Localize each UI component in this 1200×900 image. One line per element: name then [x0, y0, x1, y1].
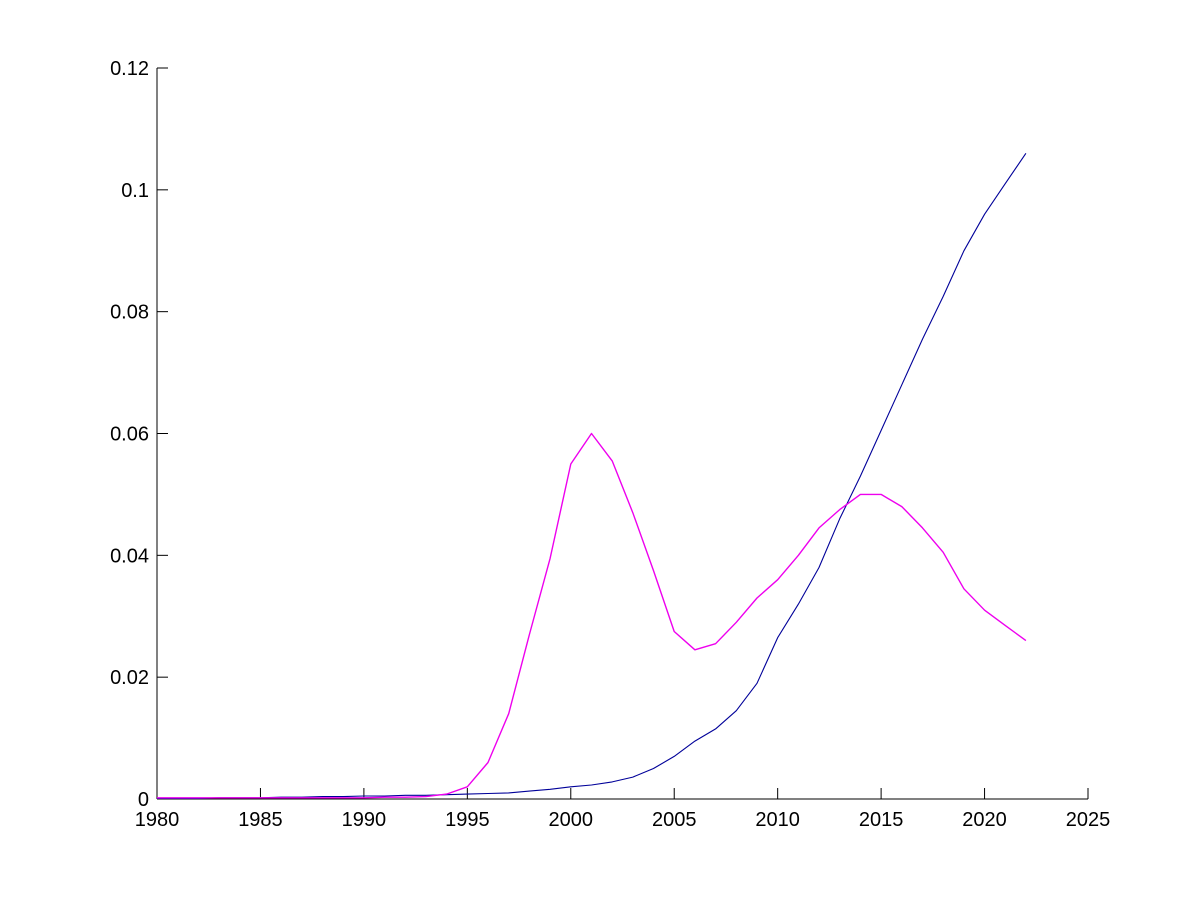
x-tick-label: 1985: [238, 809, 283, 831]
x-tick-label: 2025: [1066, 809, 1111, 831]
series-line-magenta-series: [157, 432, 1027, 799]
y-tick-label: 0.04: [110, 545, 149, 567]
x-tick-label: 2005: [652, 809, 697, 831]
y-tick-label: 0.02: [110, 667, 149, 689]
x-tick-label: 2020: [962, 809, 1007, 831]
x-tick-label: 1990: [342, 809, 387, 831]
y-tick-label: 0: [138, 789, 149, 811]
y-tick-label: 0.06: [110, 424, 149, 446]
x-tick-label: 1980: [135, 809, 180, 831]
series-line-blue-series: [157, 152, 1027, 799]
y-tick-label: 0.08: [110, 302, 149, 324]
y-axis: 0 0.02 0.04 0.06 0.08 0.1 0.12: [110, 58, 168, 811]
x-tick-label: 2010: [755, 809, 800, 831]
x-tick-label: 2000: [549, 809, 594, 831]
x-tick-label: 1995: [445, 809, 490, 831]
y-tick-label: 0.12: [110, 58, 149, 80]
x-axis: 1980 1985 1990 1995 2000 2005 2010 2015 2020 2025: [135, 788, 1111, 831]
y-tick-label: 0.1: [121, 180, 149, 202]
x-tick-label: 2015: [859, 809, 904, 831]
